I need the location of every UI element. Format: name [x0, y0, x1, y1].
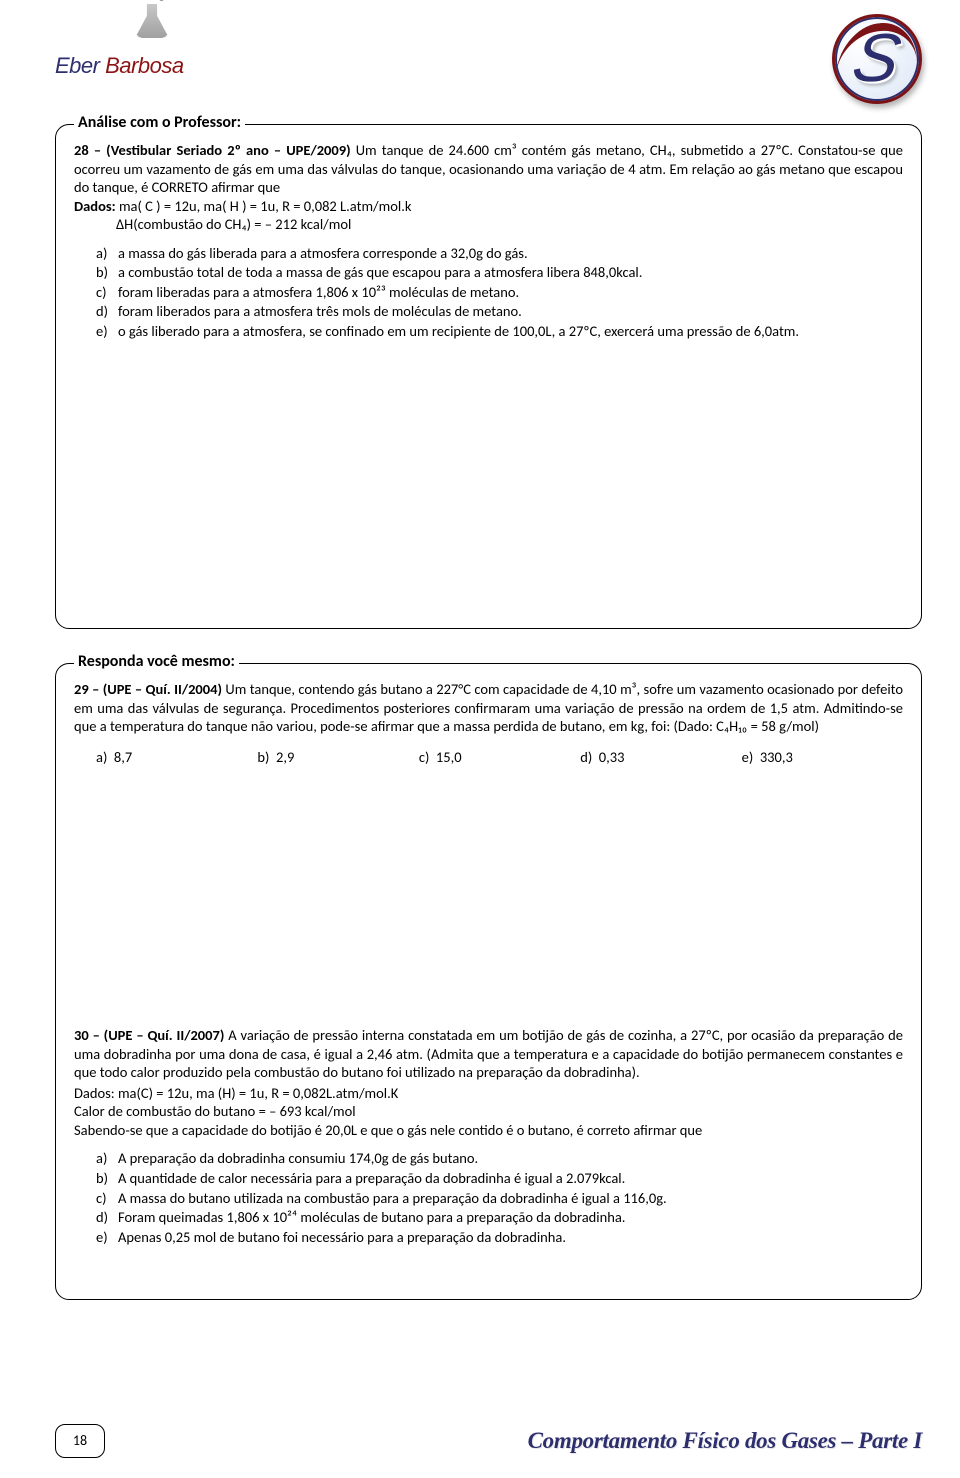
question-30-label: 30 – (UPE – Quí. II/2007) — [74, 1026, 228, 1044]
question-29-label: 29 – (UPE – Quí. II/2004) — [74, 680, 225, 698]
option-marker: d) — [580, 748, 592, 766]
option-text: Foram queimadas 1,806 x 10²⁴ moléculas d… — [118, 1208, 903, 1227]
option-marker: c) — [419, 748, 430, 766]
dados-label: Dados: — [74, 197, 116, 215]
option-a: a)a massa do gás liberada para a atmosfe… — [96, 244, 903, 263]
option-text: 8,7 — [114, 748, 132, 766]
section-analise-professor: Análise com o Professor: 28 – (Vestibula… — [55, 124, 922, 629]
question-29-prompt: 29 – (UPE – Quí. II/2004) Um tanque, con… — [74, 680, 903, 736]
option-text: A quantidade de calor necessária para a … — [118, 1169, 903, 1188]
option-c: c)A massa do butano utilizada na combust… — [96, 1189, 903, 1208]
option-marker: c) — [96, 283, 118, 302]
option-c: c) 15,0 — [419, 748, 580, 767]
question-28: 28 – (Vestibular Seriado 2º ano – UPE/20… — [74, 141, 903, 340]
option-marker: b) — [96, 263, 118, 282]
option-marker: e) — [742, 748, 754, 766]
option-text: 330,3 — [760, 748, 793, 766]
footer-title: Comportamento Físico dos Gases – Parte I — [105, 1426, 922, 1455]
brand-text-first: Eber — [55, 53, 99, 78]
option-text: 15,0 — [436, 748, 462, 766]
section-legend: Responda você mesmo: — [74, 652, 239, 672]
option-d: d) 0,33 — [580, 748, 741, 767]
option-d: d)foram liberados para a atmosfera três … — [96, 302, 903, 321]
question-30-prompt: 30 – (UPE – Quí. II/2007) A variação de … — [74, 1026, 903, 1082]
question-30-dados3: Sabendo-se que a capacidade do botijão é… — [74, 1121, 903, 1140]
page-number: 18 — [73, 1432, 87, 1450]
option-e: e)o gás liberado para a atmosfera, se co… — [96, 322, 903, 341]
option-e: e)Apenas 0,25 mol de butano foi necessár… — [96, 1228, 903, 1247]
section-legend: Análise com o Professor: — [74, 113, 245, 133]
question-30-options: a)A preparação da dobradinha consumiu 17… — [96, 1149, 903, 1246]
option-text: o gás liberado para a atmosfera, se conf… — [118, 322, 903, 341]
option-text: a massa do gás liberada para a atmosfera… — [118, 244, 903, 263]
option-d: d)Foram queimadas 1,806 x 10²⁴ moléculas… — [96, 1208, 903, 1227]
option-a: a) 8,7 — [96, 748, 257, 767]
option-marker: d) — [96, 1208, 118, 1227]
option-text: A preparação da dobradinha consumiu 174,… — [118, 1149, 903, 1168]
option-marker: e) — [96, 1228, 118, 1247]
flask-icon — [135, 4, 169, 38]
option-text: Apenas 0,25 mol de butano foi necessário… — [118, 1228, 903, 1247]
option-text: foram liberados para a atmosfera três mo… — [118, 302, 903, 321]
option-marker: a) — [96, 1149, 118, 1168]
question-29-options: a) 8,7 b) 2,9 c) 15,0 d) 0,33 e) 330,3 — [74, 748, 903, 767]
option-marker: a) — [96, 244, 118, 263]
question-28-prompt: 28 – (Vestibular Seriado 2º ano – UPE/20… — [74, 141, 903, 197]
option-marker: b) — [96, 1169, 118, 1188]
question-28-options: a)a massa do gás liberada para a atmosfe… — [96, 244, 903, 341]
option-c: c)foram liberadas para a atmosfera 1,806… — [96, 283, 903, 302]
section-responda-voce-mesmo: Responda você mesmo: 29 – (UPE – Quí. II… — [55, 663, 922, 1300]
option-text: A massa do butano utilizada na combustão… — [118, 1189, 903, 1208]
page-number-box: 18 — [55, 1424, 105, 1458]
option-text: 0,33 — [599, 748, 625, 766]
page-footer: 18 Comportamento Físico dos Gases – Part… — [55, 1424, 922, 1458]
question-28-deltaH: ΔH(combustão do CH₄) = – 212 kcal/mol — [74, 215, 903, 234]
option-text: a combustão total de toda a massa de gás… — [118, 263, 903, 282]
option-e: e) 330,3 — [742, 748, 903, 767]
option-marker: d) — [96, 302, 118, 321]
option-a: a)A preparação da dobradinha consumiu 17… — [96, 1149, 903, 1168]
ring-icon: S — [832, 14, 922, 104]
dados-value: ma( C ) = 12u, ma( H ) = 1u, R = 0,082 L… — [116, 197, 412, 215]
option-b: b)a combustão total de toda a massa de g… — [96, 263, 903, 282]
question-30-dados2: Calor de combustão do butano = – 693 kca… — [74, 1102, 903, 1121]
option-marker: e) — [96, 322, 118, 341]
s-letter-icon: S — [847, 15, 908, 102]
option-text: foram liberadas para a atmosfera 1,806 x… — [118, 283, 903, 302]
question-28-label: 28 – (Vestibular Seriado 2º ano – UPE/20… — [74, 141, 356, 159]
brand-text-last: Barbosa — [105, 53, 183, 78]
question-30: 30 – (UPE – Quí. II/2007) A variação de … — [74, 1026, 903, 1246]
question-29: 29 – (UPE – Quí. II/2004) Um tanque, con… — [74, 680, 903, 766]
option-text: 2,9 — [276, 748, 294, 766]
option-marker: a) — [96, 748, 107, 766]
brand-logo-right: S — [828, 4, 928, 104]
option-marker: b) — [257, 748, 269, 766]
question-30-dados1: Dados: ma(C) = 12u, ma (H) = 1u, R = 0,0… — [74, 1084, 903, 1103]
brand-text: Eber Barbosa — [55, 52, 184, 80]
brand-logo-left: Eber Barbosa — [55, 4, 230, 84]
option-b: b)A quantidade de calor necessária para … — [96, 1169, 903, 1188]
question-28-dados: Dados: ma( C ) = 12u, ma( H ) = 1u, R = … — [74, 197, 903, 216]
option-marker: c) — [96, 1189, 118, 1208]
option-b: b) 2,9 — [257, 748, 418, 767]
